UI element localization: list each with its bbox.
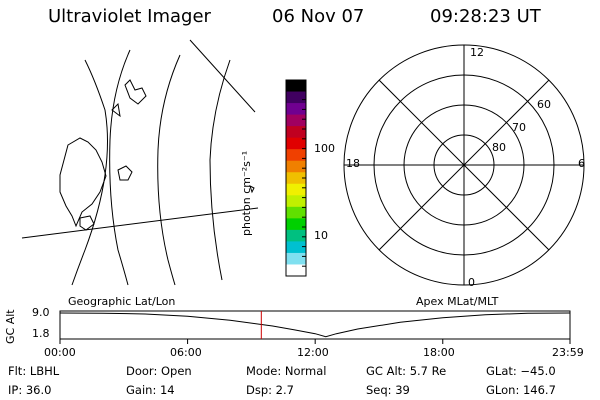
colorbar-band	[286, 137, 306, 150]
colorbar-band	[286, 103, 306, 116]
status-glon: GLon: 146.7	[486, 383, 556, 397]
mlt-label-0: 0	[468, 276, 475, 289]
timeline-left-title: Geographic Lat/Lon	[68, 295, 176, 308]
status-flt: Flt: LBHL	[8, 364, 60, 378]
polar-plot	[343, 44, 585, 286]
colorbar-band	[286, 172, 306, 185]
colorbar-band	[286, 80, 306, 93]
colorbar-band	[286, 264, 306, 277]
xtick-0000: 00:00	[44, 346, 76, 359]
colorbar-band	[286, 91, 306, 104]
xtick-2359: 23:59	[552, 346, 584, 359]
lat-label-60: 60	[537, 98, 551, 111]
xtick-0600: 06:00	[170, 346, 202, 359]
polar-diagonal-2	[378, 79, 550, 251]
date-label: 06 Nov 07	[272, 6, 365, 27]
status-dsp: Dsp: 2.7	[246, 383, 294, 397]
ytick-bottom: 1.8	[32, 327, 50, 340]
mlt-label-6: 6	[578, 157, 585, 170]
colorbar-tick-100: 100	[314, 142, 335, 155]
status-ip: IP: 36.0	[8, 383, 52, 397]
status-gc-alt: GC Alt: 5.7 Re	[366, 364, 447, 378]
altitude-curve	[59, 312, 571, 338]
timeline-ylabel: GC Alt	[4, 309, 17, 344]
colorbar-tick-10: 10	[314, 229, 328, 242]
geographic-map	[21, 39, 259, 286]
instrument-title: Ultraviolet Imager	[48, 6, 211, 27]
colorbar-band	[286, 195, 306, 208]
xtick-1800: 18:00	[423, 346, 455, 359]
colorbar-band	[286, 183, 306, 196]
colorbar-band	[286, 149, 306, 162]
mlt-label-18: 18	[346, 157, 360, 170]
timeline-right-title: Apex MLat/MLT	[416, 295, 499, 308]
colorbar-band	[286, 229, 306, 243]
lat-label-70: 70	[512, 121, 526, 134]
status-gain: Gain: 14	[126, 383, 175, 397]
timeline-ticks	[59, 339, 571, 344]
colorbar-band	[286, 126, 306, 139]
status-mode: Mode: Normal	[246, 364, 327, 378]
mlt-label-12: 12	[470, 46, 484, 59]
timeline-plot	[59, 310, 571, 344]
lat-label-80: 80	[492, 141, 506, 154]
colorbar-unit-label: photon cm⁻²s⁻¹	[240, 150, 253, 236]
status-seq: Seq: 39	[366, 383, 410, 397]
time-label: 09:28:23 UT	[430, 6, 541, 27]
colorbar-band	[286, 252, 306, 266]
colorbar-band	[286, 114, 306, 127]
colorbar-band	[286, 218, 306, 231]
status-door: Door: Open	[126, 364, 192, 378]
colorbar-band	[286, 160, 306, 173]
ytick-top: 9.0	[32, 306, 50, 319]
timeline-frame	[59, 310, 571, 340]
colorbar-band	[286, 241, 306, 254]
colorbar	[285, 79, 307, 277]
colorbar-band	[286, 206, 306, 219]
status-glat: GLat: −45.0	[486, 364, 556, 378]
xtick-1200: 12:00	[297, 346, 329, 359]
